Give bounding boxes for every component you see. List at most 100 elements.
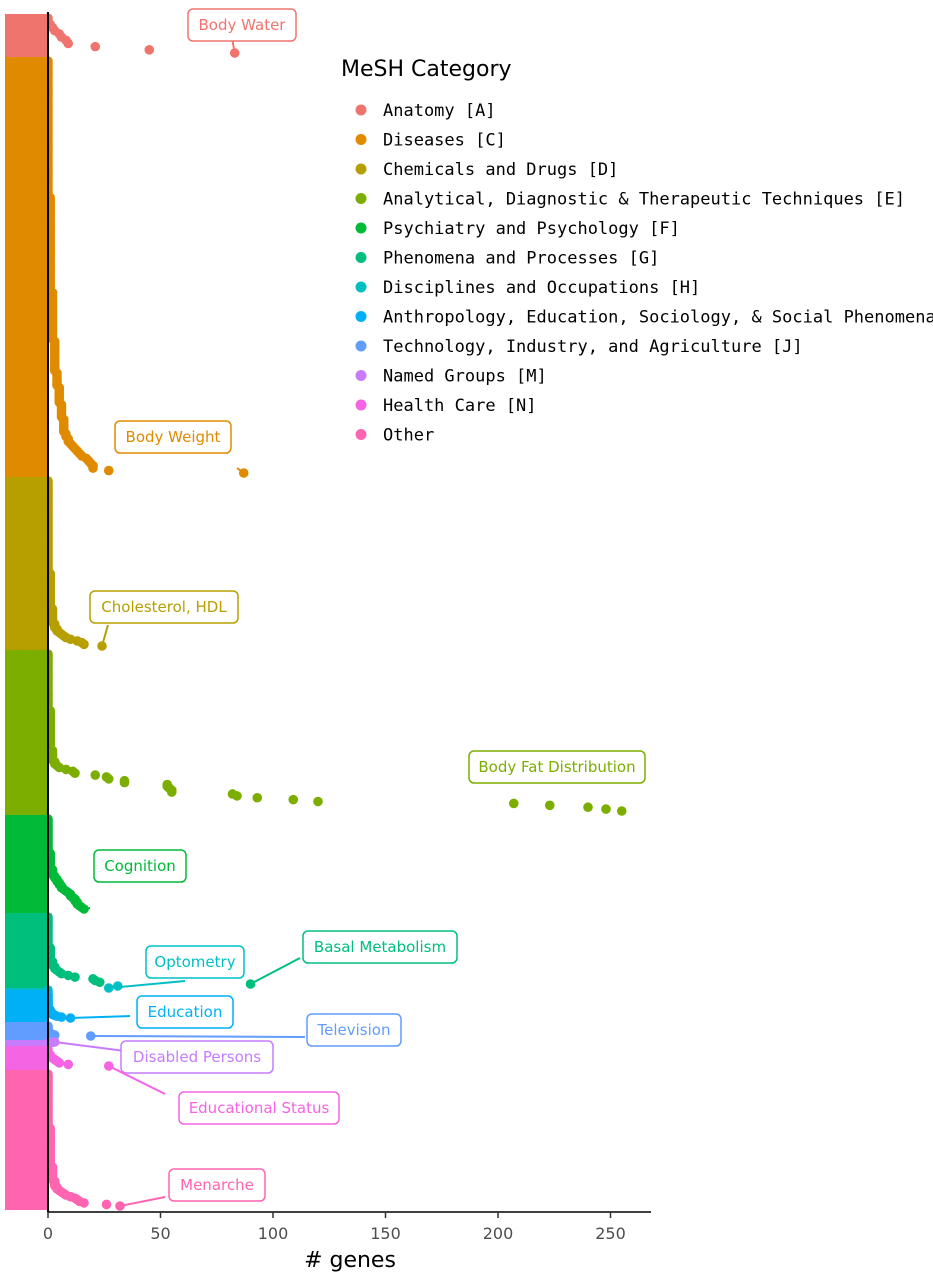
band-health-care-n — [5, 1046, 48, 1070]
callout-leader — [236, 467, 245, 474]
x-tick-label: 250 — [595, 1224, 626, 1243]
point-anthropology-education-sociology-social-phenomena-i — [56, 1012, 67, 1022]
x-tick-label: 50 — [150, 1224, 170, 1243]
legend-item-analytical-diagnostic-therapeutic-techniques-e: Analytical, Diagnostic & Therapeutic Tec… — [355, 190, 905, 210]
x-tick-label: 150 — [370, 1224, 401, 1243]
x-axis-title: # genes — [304, 1248, 396, 1273]
point-disciplines-and-occupations-h — [112, 981, 123, 991]
point-other — [101, 1199, 112, 1210]
legend-swatch — [355, 399, 367, 411]
point-analytical-diagnostic-therapeutic-techniques-e — [103, 774, 114, 784]
legend-swatch — [355, 429, 367, 440]
legend-swatch — [355, 340, 367, 352]
callout-label: Cholesterol, HDL — [101, 598, 227, 616]
legend-items: Anatomy [A] Diseases [C] Chemicals and Dru… — [355, 101, 933, 446]
legend-label: Disciplines and Occupations [H] — [383, 278, 700, 298]
point-analytical-diagnostic-therapeutic-techniques-e — [583, 802, 593, 813]
callout-body-water: Body Water — [187, 8, 297, 54]
legend-label: Health Care [N] — [383, 396, 537, 416]
legend-label: Phenomena and Processes [G] — [383, 249, 659, 269]
legend-title: MeSH Category — [341, 57, 512, 82]
callout-leader — [101, 624, 109, 647]
point-analytical-diagnostic-therapeutic-techniques-e — [232, 791, 242, 801]
callout-television: Television — [90, 1013, 402, 1047]
callout-leader — [619, 806, 623, 812]
legend-swatch — [355, 222, 367, 234]
callout-box — [136, 995, 234, 1029]
legend-swatch — [355, 163, 367, 175]
legend-swatch — [355, 311, 367, 322]
callout-leader — [90, 1035, 306, 1038]
callout-leader — [119, 1196, 166, 1207]
band-named-groups-m — [5, 1040, 48, 1046]
callouts: Body Water Body Weight Cholesterol, HDL Bod… — [54, 8, 646, 1207]
callout-label: Optometry — [154, 953, 235, 971]
callout-label: Television — [317, 1021, 391, 1039]
point-analytical-diagnostic-therapeutic-techniques-e — [288, 794, 299, 805]
callout-body-fat-distribution: Body Fat Distribution — [468, 750, 646, 812]
callout-label: Disabled Persons — [133, 1048, 261, 1066]
band-anthropology-education-sociology-social-phenomena-i — [5, 990, 48, 1022]
callout-label: Body Water — [199, 16, 287, 34]
x-tick-label: 0 — [43, 1224, 53, 1243]
point-health-care-n — [54, 1058, 65, 1068]
legend-swatch — [355, 134, 367, 145]
callout-box — [187, 8, 297, 42]
legend-swatch — [355, 281, 367, 293]
point-technology-industry-and-agriculture-j — [49, 1030, 60, 1040]
callout-label: Menarche — [180, 1176, 254, 1194]
legend-swatch — [355, 370, 367, 381]
legend-item-named-groups-m: Named Groups [M] — [355, 367, 547, 387]
callout-body-weight: Body Weight — [114, 420, 245, 474]
callout-educational-status: Educational Status — [108, 1065, 340, 1125]
callout-leader — [83, 907, 91, 910]
band-chemicals-and-drugs-d — [5, 477, 48, 650]
callout-box — [178, 1091, 340, 1125]
legend-label: Diseases [C] — [383, 131, 506, 151]
legend-item-technology-industry-and-agriculture-j: Technology, Industry, and Agriculture [J… — [355, 337, 803, 357]
point-analytical-diagnostic-therapeutic-techniques-e — [601, 804, 611, 814]
band-analytical-diagnostic-therapeutic-techniques-e — [5, 650, 48, 815]
legend-item-diseases-c: Diseases [C] — [355, 131, 506, 151]
point-analytical-diagnostic-therapeutic-techniques-e — [508, 798, 519, 809]
callout-box — [89, 590, 239, 624]
legend-item-chemicals-and-drugs-d: Chemicals and Drugs [D] — [355, 160, 618, 180]
legend-swatch — [355, 104, 367, 116]
point-phenomena-and-processes-g — [94, 977, 105, 988]
callout-box — [145, 945, 245, 979]
callout-basal-metabolism: Basal Metabolism — [250, 930, 458, 985]
legend-item-anatomy-a: Anatomy [A] — [355, 101, 496, 121]
legend-item-disciplines-and-occupations-h: Disciplines and Occupations [H] — [355, 278, 700, 298]
callout-label: Education — [148, 1003, 223, 1021]
callout-leader — [54, 1041, 126, 1052]
point-analytical-diagnostic-therapeutic-techniques-e — [70, 768, 80, 778]
band-psychiatry-and-psychology-f — [5, 815, 48, 913]
point-analytical-diagnostic-therapeutic-techniques-e — [313, 796, 323, 807]
legend-item-health-care-n: Health Care [N] — [355, 396, 537, 416]
legend-label: Other — [383, 426, 434, 446]
callout-box — [168, 1168, 266, 1202]
callout-cholesterol-hdl: Cholesterol, HDL — [89, 590, 239, 647]
callout-disabled-persons: Disabled Persons — [54, 1040, 274, 1074]
point-analytical-diagnostic-therapeutic-techniques-e — [544, 800, 555, 811]
legend: MeSH Category Anatomy [A] Diseases [C] Che… — [341, 57, 933, 446]
callout-leader — [250, 957, 301, 985]
callout-cognition: Cognition — [83, 849, 187, 910]
point-analytical-diagnostic-therapeutic-techniques-e — [252, 792, 263, 803]
callout-box — [302, 930, 458, 964]
point-phenomena-and-processes-g — [70, 972, 80, 982]
callout-box — [120, 1040, 274, 1074]
legend-item-phenomena-and-processes-g: Phenomena and Processes [G] — [355, 249, 659, 269]
legend-item-other: Other — [355, 426, 434, 446]
legend-label: Anthropology, Education, Sociology, & So… — [383, 308, 933, 328]
callout-leader — [108, 980, 186, 989]
callout-leader — [108, 1065, 166, 1095]
legend-label: Named Groups [M] — [383, 367, 547, 387]
callout-box — [468, 750, 646, 784]
callout-label: Cognition — [104, 857, 176, 875]
callout-label: Educational Status — [189, 1099, 330, 1117]
legend-label: Anatomy [A] — [383, 101, 496, 121]
legend-label: Technology, Industry, and Agriculture [J… — [383, 337, 803, 357]
x-ticks: 0 50 100 150 200 250 — [43, 1212, 626, 1243]
point-anatomy-a — [63, 38, 74, 49]
